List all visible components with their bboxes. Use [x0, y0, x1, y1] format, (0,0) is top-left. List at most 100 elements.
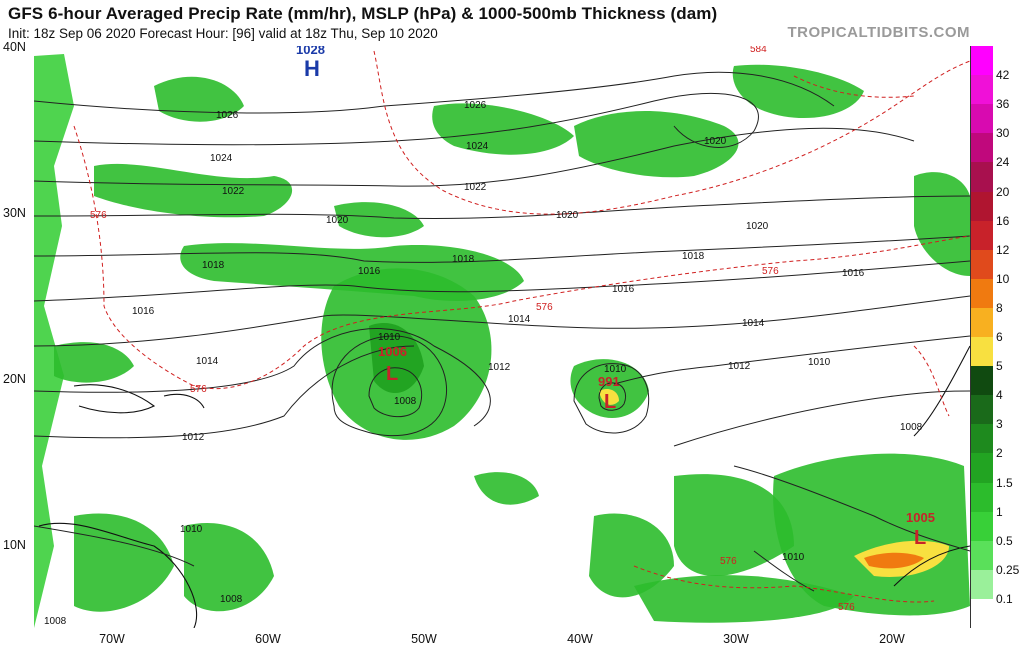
colorbar-tick-label: 20	[996, 184, 1010, 199]
low-value: 1006	[378, 344, 407, 359]
colorbar-segment	[971, 453, 993, 483]
lat-label-10n: 10N	[3, 538, 26, 552]
colorbar-segment	[971, 307, 993, 338]
lon-label-60w: 60W	[255, 632, 281, 646]
lon-label-30w: 30W	[723, 632, 749, 646]
colorbar-tick-label: 1	[996, 504, 1003, 519]
isobar-label: 1020	[556, 210, 579, 221]
isobar-label: 1020	[326, 215, 349, 226]
isobar-label: 1014	[196, 356, 219, 367]
colorbar-segment	[971, 395, 993, 425]
isobar-label: 1018	[682, 251, 705, 262]
lat-label-40n: 40N	[3, 40, 26, 54]
colorbar-segment	[971, 220, 993, 251]
colorbar-tick-label: 0.25	[996, 562, 1020, 577]
isobar-label: 1018	[202, 260, 225, 271]
isobar-label: 1020	[704, 136, 727, 147]
colorbar-segment	[971, 598, 993, 628]
isobar-label: 1018	[452, 254, 475, 265]
lat-label-20n: 20N	[3, 372, 26, 386]
colorbar-segment	[971, 162, 993, 192]
thickness-label: 576	[762, 266, 779, 277]
colorbar-segment	[971, 249, 993, 280]
isobar-label: 1014	[742, 318, 765, 329]
high-pressure-icon: H	[304, 56, 320, 81]
isobar-label: 1012	[182, 432, 205, 443]
colorbar-tick-label: 16	[996, 213, 1010, 228]
colorbar-segment	[971, 337, 993, 367]
colorbar-segment	[971, 482, 993, 513]
colorbar-segment	[971, 540, 993, 571]
isobar-label: 1016	[612, 284, 635, 295]
isobar-label: 1010	[180, 524, 203, 535]
colorbar-tick-label: 3	[996, 417, 1003, 432]
colorbar-segment	[971, 366, 993, 396]
thickness-contours	[73, 50, 970, 603]
colorbar-segment	[971, 424, 993, 454]
thickness-label: 576	[190, 384, 207, 395]
isobar-label: 1016	[132, 306, 155, 317]
lon-label-40w: 40W	[567, 632, 593, 646]
colorbar-tick-label: 8	[996, 300, 1003, 315]
weather-map[interactable]: 1026 1026 1024 1024 1022 1022 1020 1020 …	[34, 46, 970, 628]
colorbar-tick-label: 4	[996, 388, 1003, 403]
colorbar-segment	[971, 133, 993, 163]
isobar-labels: 1026 1026 1024 1024 1022 1022 1020 1020 …	[44, 100, 923, 627]
colorbar-segment	[971, 191, 993, 222]
colorbar-segment	[971, 569, 993, 600]
isobar-label: 1024	[210, 153, 233, 164]
map-title: GFS 6-hour Averaged Precip Rate (mm/hr),…	[8, 4, 718, 23]
isobar-label: 1008	[220, 594, 243, 605]
colorbar-tick-label: 0.5	[996, 533, 1013, 548]
low-pressure-icon: L	[914, 527, 926, 549]
isobar-label: 1022	[464, 182, 487, 193]
colorbar-tick-label: 30	[996, 126, 1010, 141]
thickness-label: 576	[838, 602, 855, 613]
colorbar-tick-label: 12	[996, 242, 1010, 257]
colorbar-segment	[971, 75, 993, 105]
pressure-centers: 1028 H 1006 L 991 L 1005 L	[296, 46, 935, 549]
low-pressure-icon: L	[604, 391, 616, 413]
lon-label-70w: 70W	[99, 632, 125, 646]
colorbar-segment	[971, 278, 993, 309]
isobar-label: 1010	[808, 357, 831, 368]
isobar-label: 1024	[466, 141, 489, 152]
source-watermark: TROPICALTIDBITS.COM	[787, 24, 970, 41]
thickness-label: 576	[90, 210, 107, 221]
colorbar-tick-label: 24	[996, 155, 1010, 170]
colorbar-tick-label: 6	[996, 330, 1003, 344]
map-subtitle: Init: 18z Sep 06 2020 Forecast Hour: [96…	[8, 26, 438, 41]
isobar-label: 1010	[378, 332, 401, 343]
isobar-label: 1016	[358, 266, 381, 277]
isobar-label: 1010	[604, 364, 627, 375]
lat-label-30n: 30N	[3, 206, 26, 220]
colorbar-tick-label: 42	[996, 68, 1010, 83]
colorbar-tick-label: 0.1	[996, 591, 1013, 606]
heavy-precip-core	[369, 322, 949, 577]
colorbar-tick-label: 10	[996, 271, 1010, 286]
thickness-labels: 584 576 576 576 576 576 576	[90, 46, 855, 613]
isobar-label: 1020	[746, 221, 769, 232]
isobar-label: 1016	[842, 268, 865, 279]
colorbar-tick-label: 36	[996, 97, 1010, 112]
low-value: 1005	[906, 510, 935, 525]
thickness-label: 576	[720, 556, 737, 567]
map-canvas: 1026 1026 1024 1024 1022 1022 1020 1020 …	[34, 46, 970, 628]
colorbar-tick-label: 5	[996, 359, 1003, 374]
thickness-label: 576	[536, 302, 553, 313]
thickness-label: 584	[750, 46, 767, 55]
isobar-label: 1022	[222, 186, 245, 197]
isobar-label: 1014	[508, 314, 531, 325]
colorbar-tick-label: 1.5	[996, 475, 1013, 490]
colorbar-tick-label: 2	[996, 446, 1003, 461]
high-value: 1028	[296, 46, 325, 57]
lon-label-20w: 20W	[879, 632, 905, 646]
isobars	[34, 71, 970, 592]
isobar-label: 1008	[44, 616, 67, 627]
colorbar-segment	[971, 104, 993, 134]
precip-colorbar	[970, 46, 993, 628]
isobar-label: 1008	[900, 422, 923, 433]
isobar-label: 1010	[782, 552, 805, 563]
precip-field	[34, 54, 970, 628]
isobar-label: 1008	[394, 396, 417, 407]
